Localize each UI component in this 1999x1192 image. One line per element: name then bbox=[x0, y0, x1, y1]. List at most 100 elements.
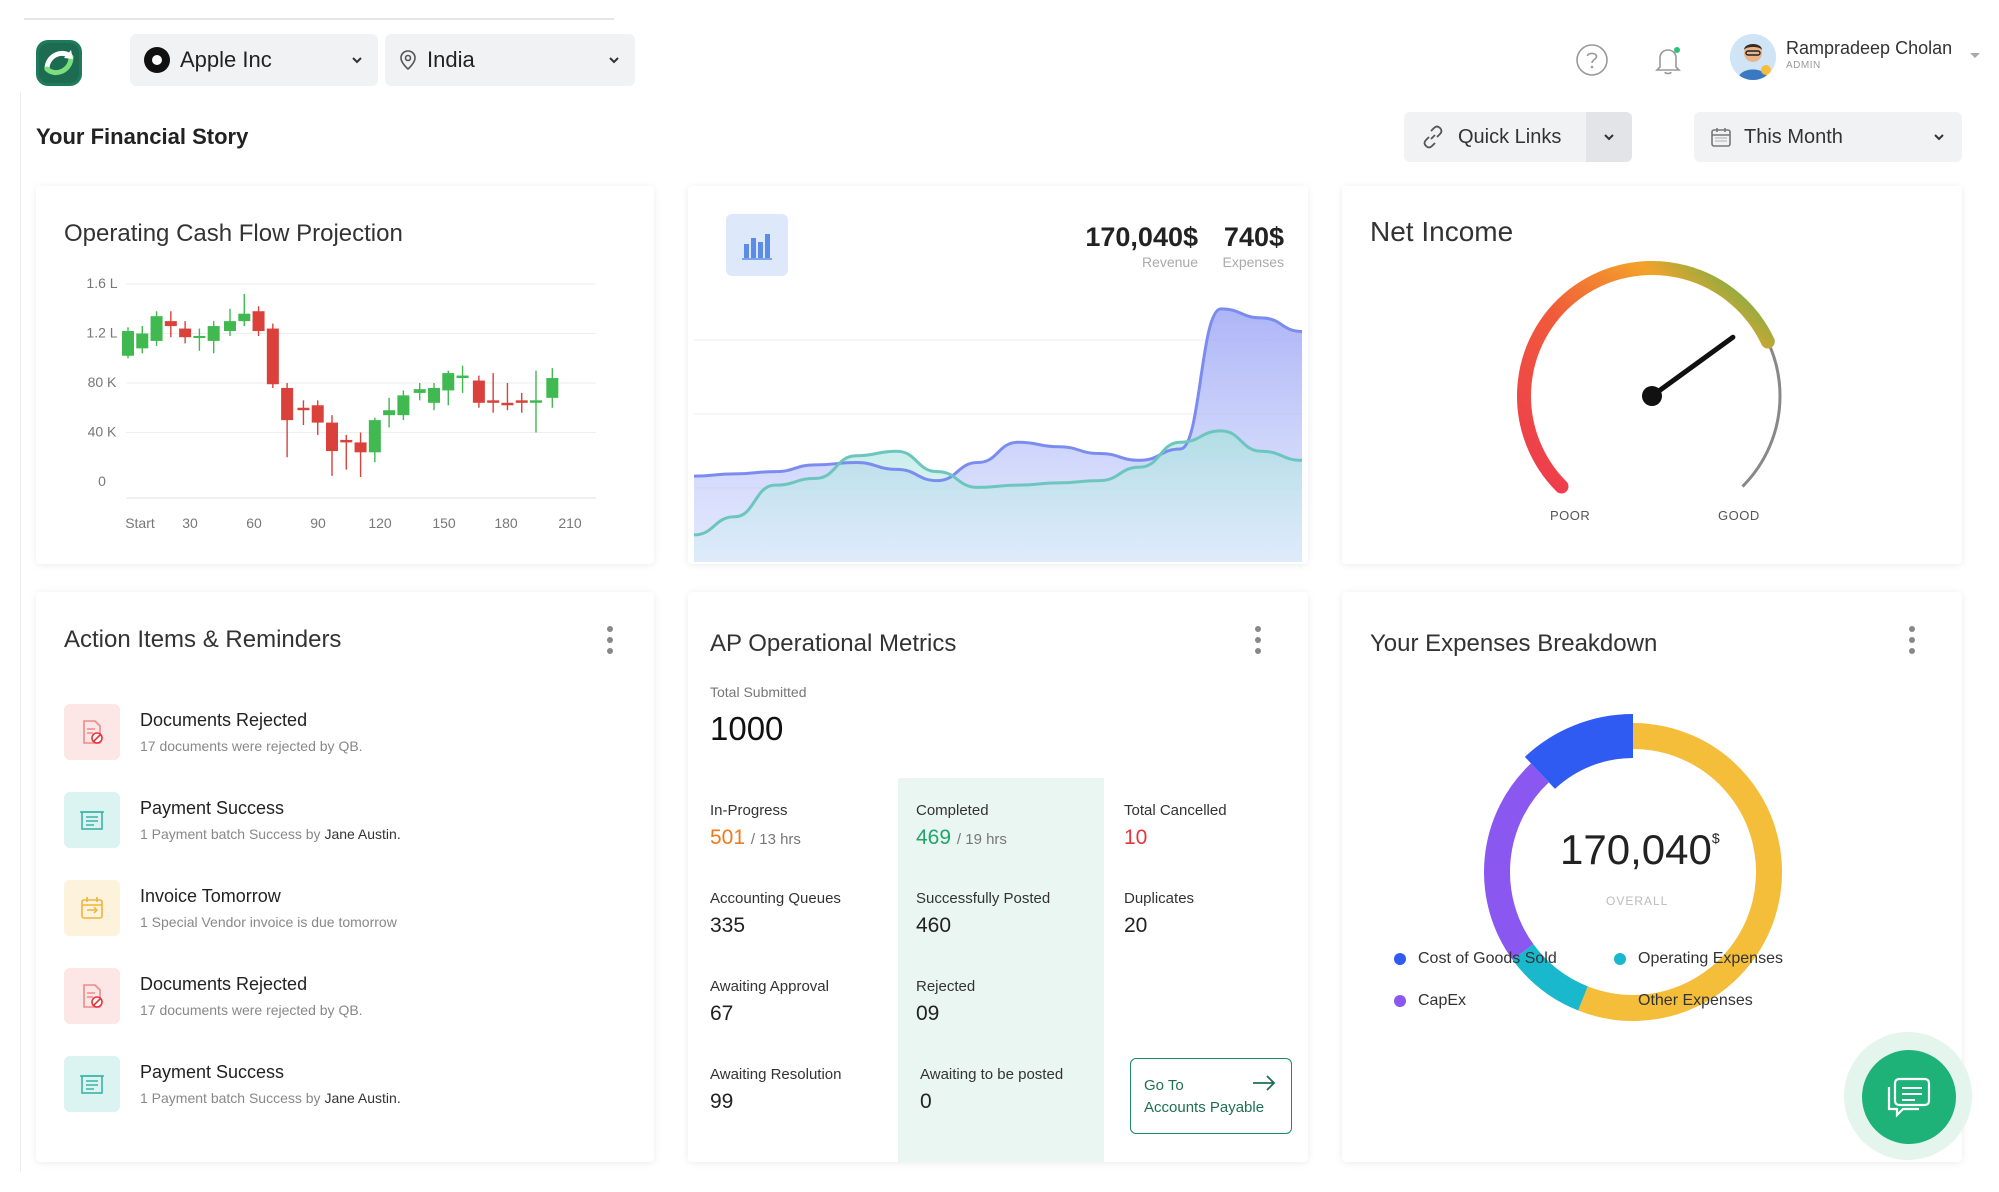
successfully-posted-label: Successfully Posted bbox=[916, 890, 1051, 907]
card-title: Action Items & Reminders bbox=[64, 626, 342, 653]
help-icon bbox=[1576, 44, 1608, 76]
header-divider bbox=[24, 18, 614, 20]
company-select-value: Apple Inc bbox=[180, 47, 272, 72]
y-tick-label: 0 bbox=[98, 473, 106, 489]
goto-line2: Accounts Payable bbox=[1144, 1099, 1265, 1116]
x-tick-label: 30 bbox=[182, 515, 198, 531]
candle-body bbox=[456, 375, 469, 379]
more-options-icon[interactable] bbox=[1254, 626, 1262, 654]
action-item-description-text: 1 Special Vendor invoice is due tomorrow bbox=[140, 914, 397, 930]
chat-button[interactable] bbox=[1862, 1050, 1956, 1144]
company-select[interactable]: Apple Inc bbox=[130, 34, 378, 86]
country-select-value: India bbox=[427, 47, 475, 72]
company-logo-icon bbox=[144, 47, 170, 73]
candle-body bbox=[136, 333, 149, 349]
completed-metric[interactable]: 469 / 19 hrs bbox=[916, 826, 1007, 850]
legend-item[interactable]: CapEx bbox=[1394, 992, 1466, 1010]
candle-body bbox=[530, 400, 542, 403]
card-title: Net Income bbox=[1370, 216, 1514, 247]
action-item-description: 1 Payment batch Success by Jane Austin. bbox=[140, 1090, 401, 1106]
user-name: Rampradeep Cholan bbox=[1786, 38, 1953, 58]
candle-body bbox=[193, 335, 206, 338]
goto-line1: Go To bbox=[1144, 1077, 1184, 1094]
quick-links-dropdown[interactable]: Quick Links bbox=[1404, 112, 1632, 162]
duplicates-label: Duplicates bbox=[1124, 890, 1195, 907]
action-item-description: 17 documents were rejected by QB. bbox=[140, 1002, 363, 1018]
expenses-currency: $ bbox=[1711, 830, 1720, 846]
legend-item[interactable]: Cost of Goods Sold bbox=[1394, 950, 1557, 968]
revenue-expenses-card: 170,040$ Revenue 740$ Expenses bbox=[688, 186, 1308, 564]
candle-body bbox=[179, 328, 192, 338]
action-item-user: Jane Austin. bbox=[324, 1090, 401, 1106]
area-line-revenue bbox=[693, 307, 1303, 483]
document-rejected-icon bbox=[64, 704, 120, 760]
quick-links-button[interactable]: Quick Links bbox=[1404, 124, 1586, 150]
user-profile-menu[interactable]: Rampradeep Cholan ADMIN bbox=[1730, 30, 1990, 86]
donut-segment bbox=[1578, 723, 1782, 1021]
in-progress-label: In-Progress bbox=[710, 802, 788, 819]
total-cancelled-value[interactable]: 10 bbox=[1124, 826, 1148, 849]
accounting-queues-value[interactable]: 335 bbox=[710, 914, 746, 937]
legend-item[interactable]: Operating Expenses bbox=[1614, 950, 1783, 968]
legend-dot bbox=[1394, 995, 1406, 1007]
more-options-icon[interactable] bbox=[606, 626, 614, 654]
in-progress-metric[interactable]: 501 / 13 hrs bbox=[710, 826, 801, 850]
action-item[interactable]: Payment Success 1 Payment batch Success b… bbox=[64, 792, 624, 852]
gauge-good-label: GOOD bbox=[1718, 508, 1760, 523]
arrow-right-icon bbox=[1253, 1075, 1276, 1091]
action-item[interactable]: Documents Rejected 17 documents were reje… bbox=[64, 968, 624, 1028]
expenses-label: Expenses bbox=[1222, 254, 1284, 270]
accounting-queues-label: Accounting Queues bbox=[710, 890, 841, 907]
action-item-description-text: 17 documents were rejected by QB. bbox=[140, 738, 363, 754]
chart-bars-icon-box[interactable] bbox=[726, 214, 788, 276]
net-income-card: Net Income POOR GOOD bbox=[1342, 186, 1962, 564]
action-item-title: Documents Rejected bbox=[140, 974, 308, 994]
awaiting-resolution-value[interactable]: 99 bbox=[710, 1090, 734, 1113]
rejected-value[interactable]: 09 bbox=[916, 1002, 940, 1025]
completed-column-highlight bbox=[898, 778, 1104, 1162]
expenses-total-value: 170,040 bbox=[1560, 826, 1712, 873]
action-item-title: Documents Rejected bbox=[140, 710, 308, 730]
candle-body bbox=[546, 378, 559, 398]
avatar bbox=[1730, 34, 1776, 80]
help-button[interactable] bbox=[1572, 40, 1612, 80]
chevron-down-icon bbox=[1934, 134, 1944, 141]
legend-label: CapEx bbox=[1418, 992, 1467, 1009]
action-item-description-text: 1 Payment batch Success by bbox=[140, 826, 321, 842]
action-item[interactable]: Payment Success 1 Payment batch Success b… bbox=[64, 1056, 624, 1116]
successfully-posted-value[interactable]: 460 bbox=[916, 914, 952, 937]
go-to-accounts-payable-button[interactable]: Go To Accounts Payable bbox=[1130, 1058, 1292, 1134]
y-tick-label: 80 K bbox=[88, 374, 117, 390]
x-tick-label: 180 bbox=[494, 515, 518, 531]
candle-body bbox=[368, 420, 381, 453]
gauge-needle bbox=[1649, 334, 1736, 399]
candle-body bbox=[501, 402, 514, 406]
action-item-description: 17 documents were rejected by QB. bbox=[140, 738, 363, 754]
action-item-description-text: 1 Payment batch Success by bbox=[140, 1090, 321, 1106]
quick-links-toggle[interactable] bbox=[1586, 112, 1632, 162]
action-items-card: Action Items & Reminders Documents Rejec… bbox=[36, 592, 654, 1162]
candle-body bbox=[297, 407, 310, 411]
candle-body bbox=[487, 400, 500, 403]
chevron-down-icon bbox=[352, 57, 362, 64]
action-item[interactable]: Invoice Tomorrow 1 Special Vendor invoice… bbox=[64, 880, 624, 940]
x-tick-label: 90 bbox=[310, 515, 326, 531]
payment-batch-icon bbox=[64, 1056, 120, 1112]
total-cancelled-label: Total Cancelled bbox=[1124, 802, 1227, 819]
candle-body bbox=[207, 326, 220, 341]
country-select[interactable]: India bbox=[385, 34, 635, 86]
more-options-icon[interactable] bbox=[1908, 626, 1916, 654]
action-item-description: 1 Special Vendor invoice is due tomorrow bbox=[140, 914, 397, 930]
revenue-label: Revenue bbox=[1141, 254, 1198, 270]
awaiting-approval-value[interactable]: 67 bbox=[710, 1002, 734, 1025]
period-select[interactable]: This Month bbox=[1694, 112, 1962, 162]
duplicates-value[interactable]: 20 bbox=[1124, 914, 1148, 937]
action-item[interactable]: Documents Rejected 17 documents were reje… bbox=[64, 704, 624, 764]
total-submitted-label: Total Submitted bbox=[710, 684, 807, 700]
legend-item[interactable]: Other Expenses bbox=[1614, 992, 1753, 1010]
chat-icon bbox=[1887, 1077, 1931, 1118]
awaiting-to-be-posted-value[interactable]: 0 bbox=[920, 1090, 932, 1113]
candle-body bbox=[224, 321, 236, 332]
app-logo[interactable] bbox=[36, 40, 82, 86]
notifications-button[interactable] bbox=[1648, 40, 1688, 80]
